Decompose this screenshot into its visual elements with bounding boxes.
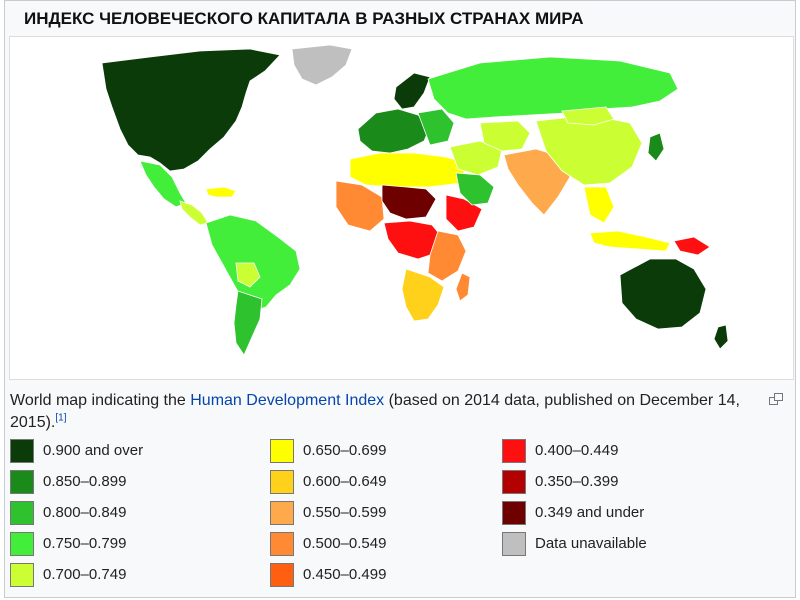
caption-text-before: World map indicating the	[10, 392, 191, 409]
slide-title: ИНДЕКС ЧЕЛОВЕЧЕСКОГО КАПИТАЛА В РАЗНЫХ С…	[24, 9, 584, 28]
region-southern-cone	[233, 290, 263, 356]
legend-label: 0.850–0.899	[43, 473, 127, 490]
region-central-america	[179, 200, 209, 226]
legend-label: 0.550–0.599	[303, 504, 387, 521]
enlarge-icon[interactable]	[769, 393, 783, 405]
region-southern-africa	[401, 268, 445, 322]
legend-swatch	[502, 532, 526, 556]
legend-label: 0.900 and over	[43, 442, 144, 459]
legend-label: 0.350–0.399	[535, 473, 619, 490]
legend: 0.900 and over 0.850–0.899 0.800–0.849 0…	[10, 438, 790, 593]
legend-swatch	[270, 439, 294, 463]
region-papua-new-guinea	[673, 236, 711, 256]
legend-swatch	[270, 470, 294, 494]
legend-swatch	[270, 532, 294, 556]
legend-label: 0.650–0.699	[303, 442, 387, 459]
legend-swatch	[10, 563, 34, 587]
region-madagascar	[455, 272, 471, 302]
region-north-america	[101, 48, 281, 172]
map-caption: World map indicating the Human Developme…	[10, 390, 750, 434]
region-new-zealand	[713, 324, 729, 350]
region-central-asia	[479, 120, 531, 152]
region-north-africa	[349, 152, 467, 188]
world-map-svg	[101, 44, 729, 356]
region-greenland	[291, 44, 353, 86]
legend-swatch	[502, 501, 526, 525]
legend-swatch	[502, 470, 526, 494]
legend-swatch	[270, 501, 294, 525]
hdi-link[interactable]: Human Development Index	[190, 392, 385, 409]
legend-label: 0.750–0.799	[43, 535, 127, 552]
region-east-africa	[427, 230, 467, 282]
region-australia	[619, 258, 707, 330]
legend-label: 0.400–0.449	[535, 442, 619, 459]
region-eastern-europe	[417, 108, 455, 146]
legend-label: 0.600–0.649	[303, 473, 387, 490]
region-southeast-asia	[583, 186, 615, 224]
legend-swatch	[10, 501, 34, 525]
legend-swatch	[270, 563, 294, 587]
world-map[interactable]	[9, 36, 794, 380]
region-japan	[647, 132, 665, 162]
region-russia	[427, 56, 679, 120]
caption-text-after: (based on 2014 data, published on Decemb…	[10, 392, 740, 431]
region-west-africa	[335, 180, 385, 232]
legend-label: 0.800–0.849	[43, 504, 127, 521]
legend-label: 0.450–0.499	[303, 566, 387, 583]
legend-swatch	[10, 439, 34, 463]
reference-link[interactable]: [1]	[55, 412, 67, 424]
region-mongolia	[561, 106, 615, 126]
region-europe	[357, 108, 431, 154]
region-caribbean	[205, 186, 237, 198]
region-scandinavia	[393, 72, 431, 110]
legend-label: 0.500–0.549	[303, 535, 387, 552]
region-arabia	[455, 172, 495, 206]
legend-swatch	[10, 470, 34, 494]
legend-swatch	[10, 532, 34, 556]
legend-label: Data unavailable	[535, 535, 647, 552]
legend-swatch	[502, 439, 526, 463]
legend-label: 0.349 and under	[535, 504, 645, 521]
region-middle-east	[449, 140, 503, 176]
region-indonesia	[589, 230, 671, 252]
region-bolivia	[235, 262, 261, 288]
region-sahel	[381, 184, 437, 220]
legend-label: 0.700–0.749	[43, 566, 127, 583]
